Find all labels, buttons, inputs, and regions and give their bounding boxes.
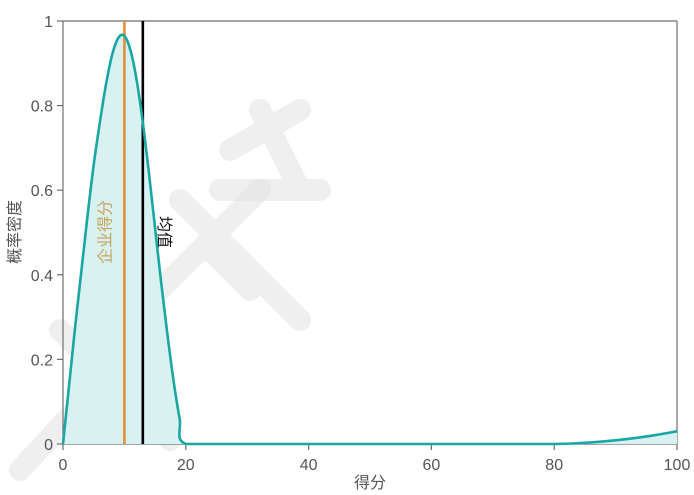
x-tick-label: 100 [664, 457, 691, 474]
x-tick-label: 80 [545, 457, 563, 474]
y-axis-title: 概率密度 [5, 200, 24, 264]
x-tick-label: 40 [300, 457, 318, 474]
x-tick-label: 20 [177, 457, 195, 474]
y-tick-label: 0.8 [31, 99, 53, 116]
reference-lines: 企业得分 均值 [95, 21, 174, 444]
x-tick-label: 0 [59, 457, 68, 474]
density-curve [61, 33, 678, 446]
x-tick-label: 60 [423, 457, 441, 474]
y-tick-label: 0.2 [31, 352, 53, 369]
x-axis-title: 得分 [354, 473, 386, 492]
y-tick-label: 0.4 [31, 268, 53, 285]
axis-ticks: 0 20 40 60 80 100 0 0.2 0.4 0.6 0.8 1 [31, 14, 691, 474]
y-tick-label: 0.6 [31, 183, 53, 200]
y-tick-label: 0 [44, 437, 53, 454]
reference-line-label: 均值 [155, 216, 174, 248]
reference-line-label: 企业得分 [95, 200, 114, 264]
y-tick-label: 1 [44, 14, 53, 31]
